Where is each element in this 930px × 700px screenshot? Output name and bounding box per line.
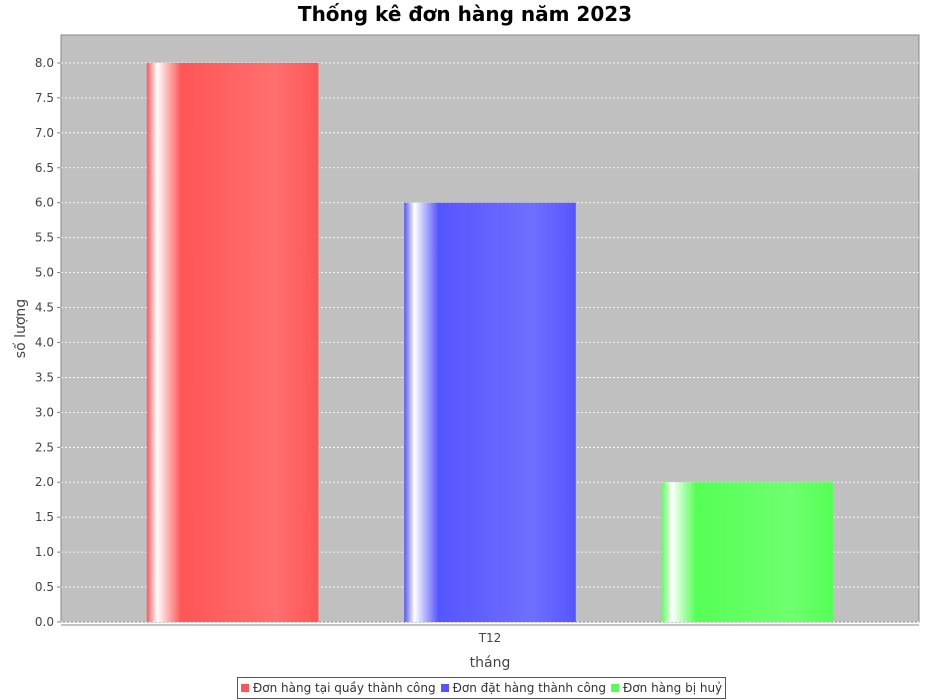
y-tick-label: 7.0	[35, 126, 54, 140]
legend-item: Đơn hàng bị huỷ	[611, 681, 722, 695]
legend-label: Đơn hàng tại quầy thành công	[253, 681, 436, 695]
legend-label: Đơn đặt hàng thành công	[452, 681, 607, 695]
y-tick-label: 0.5	[35, 580, 54, 594]
legend-item: Đơn đặt hàng thành công	[440, 681, 607, 695]
bars	[146, 62, 834, 622]
y-tick-label: 1.5	[35, 510, 54, 524]
legend-swatch	[241, 684, 249, 692]
y-tick-label: 5.0	[35, 266, 54, 280]
y-tick-label: 4.0	[35, 335, 54, 349]
y-tick-label: 3.5	[35, 370, 54, 384]
y-tick-label: 6.5	[35, 161, 54, 175]
y-tick-label: 4.5	[35, 301, 54, 315]
bar	[661, 482, 834, 622]
bar	[404, 202, 576, 622]
y-tick-label: 2.0	[35, 475, 54, 489]
chart-title: Thống kê đơn hàng năm 2023	[297, 2, 633, 26]
bar	[146, 62, 319, 622]
y-tick-label: 2.5	[35, 440, 54, 454]
y-tick-label: 6.0	[35, 196, 54, 210]
y-tick-label: 8.0	[35, 56, 54, 70]
legend-swatch	[611, 684, 620, 692]
legend: Đơn hàng tại quầy thành công Đơn đặt hàng…	[237, 677, 727, 699]
x-tick-label: T12	[478, 631, 502, 645]
y-tick-label: 3.0	[35, 405, 54, 419]
legend-swatch	[440, 684, 449, 692]
y-tick-label: 5.5	[35, 231, 54, 245]
y-tick-label: 1.0	[35, 545, 54, 559]
y-tick-label: 7.5	[35, 91, 54, 105]
axes: 0.0 0.5 1.0 1.5 2.0 2.5 3.0 3.5 4.0 4.5 5.0 5.5 6.0 6…	[35, 56, 919, 645]
legend-item: Đơn hàng tại quầy thành công	[241, 681, 436, 695]
y-axis-label: số lượng	[12, 299, 29, 358]
x-axis-label: tháng	[470, 655, 511, 671]
legend-label: Đơn hàng bị huỷ	[623, 681, 723, 695]
y-tick-label: 0.0	[35, 615, 54, 629]
